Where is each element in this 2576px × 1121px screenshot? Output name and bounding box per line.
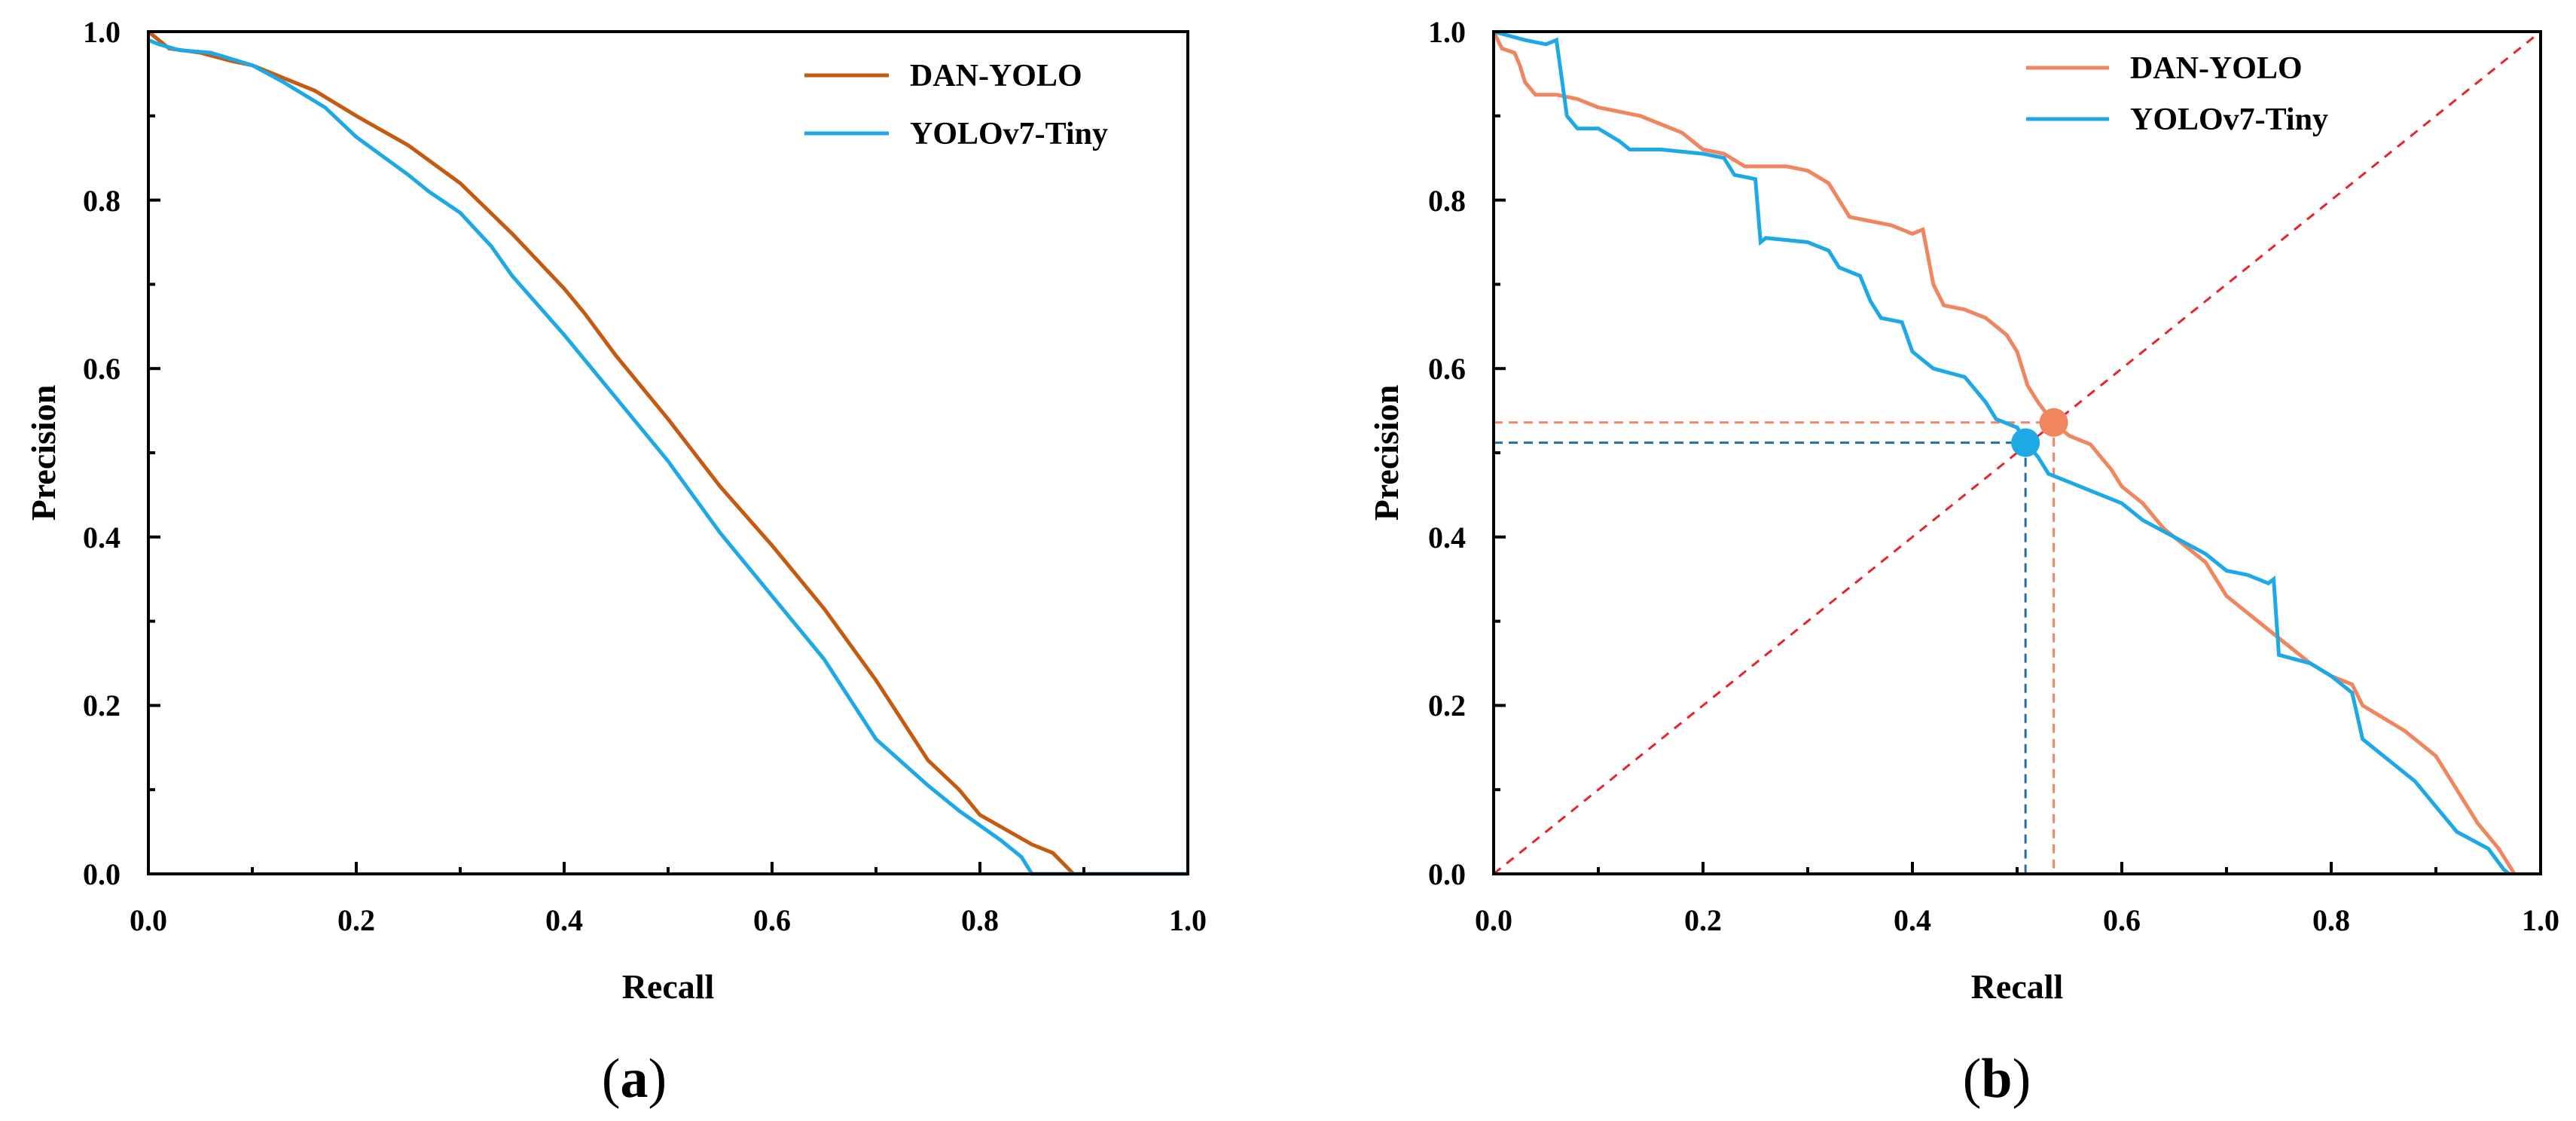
panel-a-line-yolov7-tiny bbox=[148, 38, 1188, 876]
panel-a-x-tick-label: 0.2 bbox=[337, 903, 375, 937]
panel-a-label: (a) bbox=[602, 1048, 667, 1110]
panel-a-legend: DAN-YOLO YOLOv7-Tiny bbox=[804, 59, 1108, 151]
panel-a: 0.0 0.2 0.4 0.6 0.8 1.0 0.0 0.2 0.4 0.6 … bbox=[24, 15, 1207, 1110]
panel-b-ticks bbox=[1492, 30, 2542, 875]
panel-a-x-tick-label: 0.6 bbox=[753, 903, 791, 937]
panel-b-x-tick-label: 0.4 bbox=[1894, 903, 1931, 937]
panel-b-line-yolov7-tiny bbox=[1493, 29, 2510, 875]
panel-a-x-axis-title: Recall bbox=[622, 967, 715, 1006]
panel-b-break-even-point-dan-yolo bbox=[2039, 408, 2068, 437]
panel-a-plot-frame bbox=[147, 30, 1189, 875]
panel-b-legend-label-yolov7-tiny: YOLOv7-Tiny bbox=[2130, 102, 2328, 137]
panel-b-x-tick-label: 0.8 bbox=[2312, 903, 2350, 937]
panel-a-y-tick-label: 0.4 bbox=[83, 521, 121, 554]
panel-a-x-tick-label: 0.4 bbox=[545, 903, 583, 937]
panel-b-y-tick-label: 0.8 bbox=[1428, 184, 1466, 218]
panel-b-line-dan-yolo bbox=[1491, 30, 2516, 875]
panel-b-y-tick-label: 0.6 bbox=[1428, 352, 1466, 386]
panel-a-y-tick-label: 0.0 bbox=[83, 857, 121, 891]
panel-b-y-tick-label: 0.2 bbox=[1428, 689, 1466, 722]
panel-b-break-even-point-yolov7-tiny bbox=[2011, 428, 2040, 457]
panel-a-series-dan-yolo bbox=[147, 30, 1188, 876]
panel-b-series-dan-yolo bbox=[1491, 30, 2516, 875]
panel-b-x-axis-title: Recall bbox=[1971, 967, 2064, 1006]
panel-b-legend: DAN-YOLO YOLOv7-Tiny bbox=[2026, 51, 2328, 137]
panel-a-y-tick-label: 0.2 bbox=[83, 689, 121, 722]
panel-b-label: (b) bbox=[1963, 1048, 2031, 1110]
panel-b: 0.0 0.2 0.4 0.6 0.8 1.0 0.0 0.2 0.4 0.6 … bbox=[1367, 15, 2559, 1110]
panel-b-break-even-guides bbox=[1494, 421, 2056, 874]
panel-a-y-tick-label: 0.8 bbox=[83, 184, 121, 218]
panel-b-y-tick-label: 1.0 bbox=[1428, 15, 1466, 49]
panel-b-x-tick-label: 1.0 bbox=[2522, 903, 2559, 937]
panel-a-legend-label-dan-yolo: DAN-YOLO bbox=[910, 59, 1082, 93]
panel-b-legend-label-dan-yolo: DAN-YOLO bbox=[2130, 51, 2303, 86]
panel-b-y-tick-label: 0.4 bbox=[1428, 521, 1466, 554]
panel-a-line-dan-yolo bbox=[147, 30, 1188, 876]
panel-a-ticks bbox=[147, 30, 1189, 875]
panel-a-y-axis-title: Precision bbox=[24, 385, 63, 521]
panel-a-y-tick-label: 1.0 bbox=[83, 15, 121, 49]
panel-a-legend-label-yolov7-tiny: YOLOv7-Tiny bbox=[910, 117, 1108, 151]
panel-b-series-yolov7-tiny bbox=[1493, 29, 2510, 875]
panel-b-x-tick-label: 0.2 bbox=[1684, 903, 1722, 937]
panel-b-x-tick-label: 0.0 bbox=[1475, 903, 1512, 937]
panel-a-y-tick-label: 0.6 bbox=[83, 352, 121, 386]
panel-a-x-tick-label: 0.8 bbox=[961, 903, 999, 937]
panel-b-y-tick-label: 0.0 bbox=[1428, 857, 1466, 891]
panel-b-y-axis-title: Precision bbox=[1367, 385, 1406, 521]
panel-a-series-yolov7-tiny bbox=[148, 38, 1188, 876]
panel-a-x-tick-label: 0.0 bbox=[130, 903, 167, 937]
panel-a-x-tick-label: 1.0 bbox=[1169, 903, 1207, 937]
panel-b-x-tick-label: 0.6 bbox=[2103, 903, 2141, 937]
